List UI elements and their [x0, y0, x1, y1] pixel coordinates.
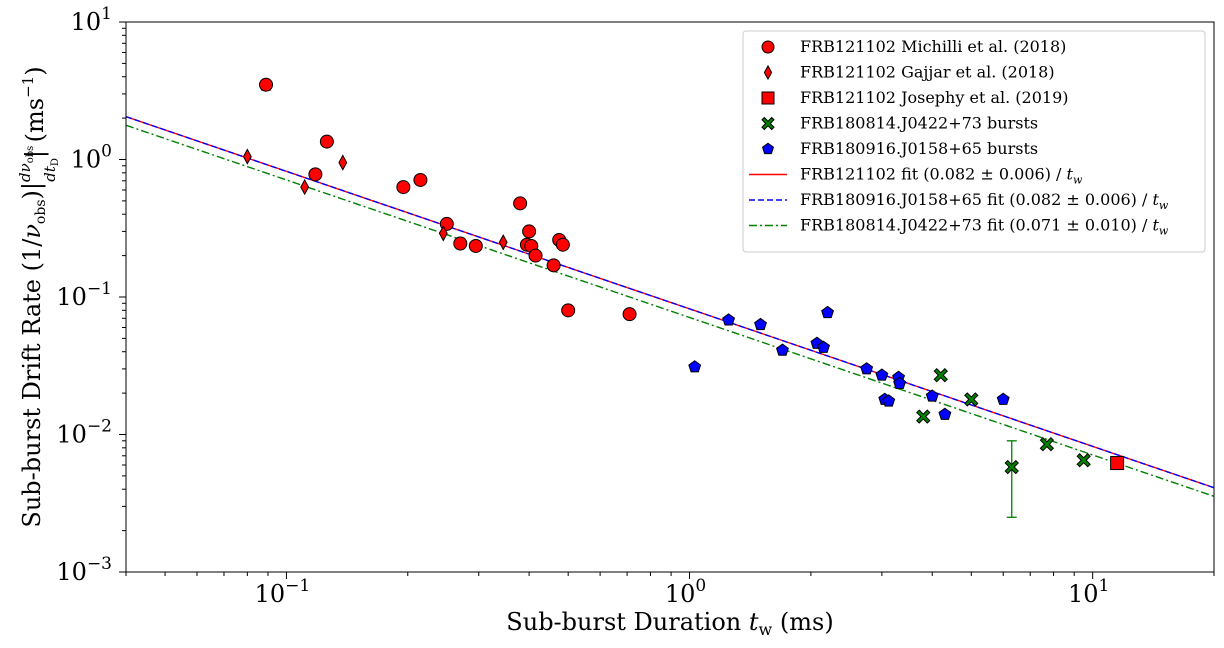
data-point-0-15	[555, 237, 570, 252]
x-tick-label-1: 100	[665, 576, 706, 608]
data-point-4-13	[925, 389, 939, 402]
legend: FRB121102 Michilli et al. (2018) FRB12110…	[742, 30, 1206, 253]
y-tick-label-0: 10−3	[56, 554, 112, 586]
data-point-2-0	[1110, 456, 1125, 471]
axis-ticks: 10−1 100 101 10−3 10−2 10−1 100 101	[56, 4, 1215, 608]
data-point-4-7	[860, 362, 874, 375]
data-point-0-1	[308, 167, 323, 182]
data-point-0-16	[561, 303, 576, 318]
x-axis-label: Sub-burst Duration tw (ms)	[506, 608, 833, 639]
data-point-0-3	[396, 180, 411, 195]
legend-label-fit-0: FRB121102 fit (0.082 ± 0.006) / tw	[800, 165, 1083, 187]
data-point-3-2	[964, 392, 979, 407]
fit-line-1	[126, 115, 1214, 489]
legend-label-fit-1: FRB180916.J0158+65 fit (0.082 ± 0.006) /…	[800, 190, 1169, 212]
data-point-0-17	[622, 307, 637, 322]
data-point-0-8	[513, 196, 528, 211]
x-tick-label-2: 101	[1068, 576, 1109, 608]
data-point-1-2	[338, 154, 348, 171]
error-bar-3-0	[1006, 440, 1017, 518]
data-point-0-10	[522, 224, 537, 239]
data-point-4-14	[938, 407, 952, 420]
data-point-3-5	[1076, 453, 1091, 468]
y-tick-label-4: 101	[71, 4, 112, 36]
data-point-4-6	[821, 305, 835, 319]
legend-label-fit-2: FRB180814.J0422+73 fit (0.071 ± 0.010) /…	[800, 216, 1169, 238]
data-point-3-4	[1039, 436, 1055, 452]
legend-label-4: FRB180916.J0158+65 bursts	[800, 139, 1038, 158]
legend-label-1: FRB121102 Gajjar et al. (2018)	[800, 63, 1055, 82]
data-point-4-10	[882, 394, 896, 407]
legend-box	[742, 30, 1206, 253]
data-point-0-2	[319, 134, 334, 149]
legend-marker-4	[761, 142, 775, 155]
legend-marker-0	[761, 40, 775, 54]
data-point-1-4	[498, 234, 508, 251]
data-point-1-0	[242, 148, 252, 165]
legend-label-3: FRB180814.J0422+73 bursts	[800, 114, 1038, 133]
data-markers	[242, 77, 1125, 475]
data-point-4-3	[775, 343, 789, 356]
data-point-0-0	[259, 77, 274, 92]
data-point-3-0	[916, 409, 931, 424]
fit-lines	[126, 115, 1214, 498]
legend-marker-1	[763, 64, 773, 81]
y-tick-label-3: 100	[71, 142, 112, 174]
y-axis-label: Sub-burst Drift Rate (1/νobs)|dνobsdtD| …	[16, 66, 61, 527]
data-point-1-1	[300, 178, 310, 196]
data-point-0-12	[528, 248, 543, 263]
data-point-4-0	[688, 360, 702, 373]
data-point-3-3	[1004, 459, 1019, 475]
data-point-4-5	[817, 340, 831, 353]
svg-text:Sub-burst Drift Rate (1/νobs)|: Sub-burst Drift Rate (1/νobs)|dνobsdtD| …	[16, 66, 61, 527]
data-point-0-7	[468, 238, 483, 253]
legend-marker-3	[761, 116, 775, 131]
data-point-1-3	[438, 225, 448, 242]
data-point-0-13	[546, 258, 561, 273]
data-point-4-1	[722, 313, 736, 326]
legend-label-2: FRB121102 Josephy et al. (2019)	[800, 88, 1068, 107]
data-point-0-6	[453, 236, 468, 251]
data-point-4-2	[754, 317, 767, 331]
data-point-0-4	[413, 172, 428, 187]
x-tick-label-0: 10−1	[255, 576, 311, 608]
data-point-3-1	[933, 367, 948, 383]
y-tick-label-1: 10−2	[56, 417, 112, 449]
legend-label-0: FRB121102 Michilli et al. (2018)	[800, 37, 1066, 56]
data-point-4-12	[893, 376, 907, 389]
y-tick-label-2: 10−1	[56, 279, 112, 311]
data-point-4-15	[996, 392, 1010, 405]
legend-marker-2	[761, 91, 775, 105]
data-point-4-8	[875, 368, 889, 381]
